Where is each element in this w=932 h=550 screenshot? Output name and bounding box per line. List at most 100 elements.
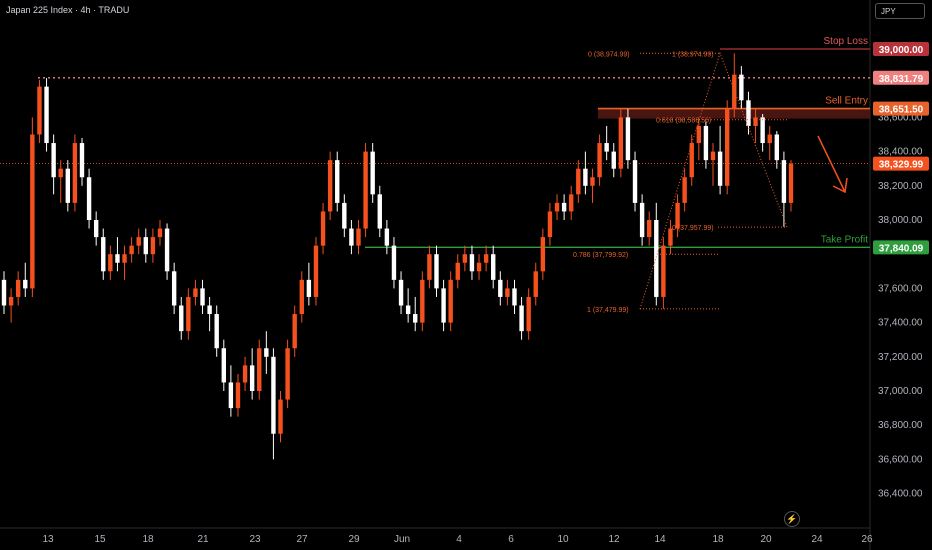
- candle-body: [498, 279, 503, 297]
- x-tick-label: 13: [42, 534, 54, 545]
- candle-body: [186, 296, 191, 332]
- chart-title: Japan 225 Index · 4h · TRADU: [6, 5, 130, 15]
- candle-body: [668, 228, 673, 246]
- y-tick-label: 37,200.00: [878, 352, 923, 363]
- y-tick-label: 36,800.00: [878, 420, 923, 431]
- candle-body: [526, 296, 531, 332]
- pattern-leg: [639, 51, 788, 310]
- x-tick-label: 15: [94, 534, 106, 545]
- candle-body: [342, 202, 347, 229]
- x-tick-label: 12: [608, 534, 620, 545]
- fib-label: 1 (38,974.99): [672, 51, 714, 58]
- candle-body: [774, 134, 780, 161]
- stop-loss-label: Stop Loss: [824, 36, 868, 47]
- candle-body: [179, 305, 184, 332]
- fib-label: 0 (38,974.99): [588, 51, 630, 58]
- candle-body: [157, 228, 163, 238]
- candle-body: [413, 314, 418, 323]
- candle-body: [164, 228, 170, 272]
- x-tick-label: 29: [348, 534, 360, 545]
- candle-body: [696, 125, 702, 144]
- candle-body: [320, 211, 326, 246]
- candle-body: [491, 254, 496, 280]
- candle-body: [228, 382, 234, 409]
- y-tick-label: 38,600.00: [878, 112, 923, 123]
- price-tag: [873, 42, 929, 56]
- x-tick-label: 23: [249, 534, 261, 545]
- candle-body: [93, 220, 99, 238]
- candle-body: [285, 348, 290, 400]
- candle-body: [519, 305, 524, 332]
- candle-body: [327, 160, 333, 212]
- candle-body: [717, 151, 723, 186]
- candle-body: [703, 125, 709, 161]
- x-tick-label: 27: [296, 534, 308, 545]
- x-tick-label: 21: [197, 534, 209, 545]
- price-tag-label: 39,000.00: [879, 45, 924, 56]
- fib-label: 1 (37,479.99): [587, 307, 629, 314]
- candle-body: [306, 279, 312, 297]
- candle-body: [129, 245, 134, 255]
- candle-body: [604, 143, 609, 152]
- candle-body: [257, 348, 262, 391]
- price-tag-label: 38,651.50: [879, 105, 924, 116]
- candle-body: [249, 365, 255, 391]
- lightning-icon[interactable]: ⚡: [784, 511, 800, 527]
- candle-body: [37, 86, 42, 135]
- candle-body: [483, 254, 489, 263]
- x-tick-label: 20: [760, 534, 772, 545]
- price-tag-label: 37,840.09: [879, 243, 924, 254]
- candle-body: [122, 254, 127, 263]
- candle-body: [533, 271, 538, 297]
- x-tick-label: 26: [861, 534, 873, 545]
- candle-body: [647, 220, 652, 238]
- candle-body: [101, 237, 106, 272]
- candle-body: [150, 237, 156, 255]
- y-tick-label: 38,400.00: [878, 147, 923, 158]
- candle-body: [689, 143, 694, 178]
- candle-body: [590, 177, 595, 186]
- candle-body: [193, 288, 198, 297]
- candle-body: [115, 254, 120, 263]
- candle-body: [710, 151, 716, 161]
- candle-body: [724, 108, 730, 186]
- candle-body: [427, 254, 432, 280]
- candle-body: [278, 399, 283, 434]
- candle-body: [654, 220, 659, 297]
- candle-body: [753, 117, 758, 126]
- candle-body: [554, 202, 560, 212]
- candle-body: [547, 211, 553, 238]
- candle-body: [469, 254, 475, 272]
- candle-body: [476, 262, 482, 272]
- candle-body: [391, 245, 397, 280]
- candle-body: [79, 143, 85, 178]
- price-tag: [873, 240, 929, 255]
- candle-body: [739, 74, 744, 101]
- candle-body: [242, 365, 248, 383]
- candle-body: [384, 228, 390, 246]
- candle-body: [299, 279, 304, 315]
- currency-selector[interactable]: JPY: [875, 3, 925, 19]
- candle-body: [313, 245, 319, 297]
- candle-body: [611, 151, 616, 169]
- candle-body: [405, 305, 411, 315]
- candle-body: [746, 100, 751, 126]
- candle-body: [597, 143, 602, 178]
- price-tag-label: 38,329.99: [879, 160, 924, 171]
- candle-body: [65, 168, 71, 203]
- candle-body: [434, 254, 439, 289]
- candle-body: [200, 288, 205, 306]
- candle-body: [661, 245, 666, 297]
- candle-body: [235, 382, 241, 409]
- price-tag: [873, 70, 929, 85]
- candle-body: [639, 202, 645, 238]
- candle-body: [760, 117, 765, 144]
- candle-body: [23, 279, 28, 289]
- y-tick-label: 38,000.00: [878, 215, 923, 226]
- candle-body: [398, 279, 404, 306]
- candle-body: [108, 254, 113, 272]
- y-tick-label: 36,400.00: [878, 489, 923, 500]
- y-tick-label: 37,400.00: [878, 318, 923, 329]
- candle-body: [221, 348, 226, 383]
